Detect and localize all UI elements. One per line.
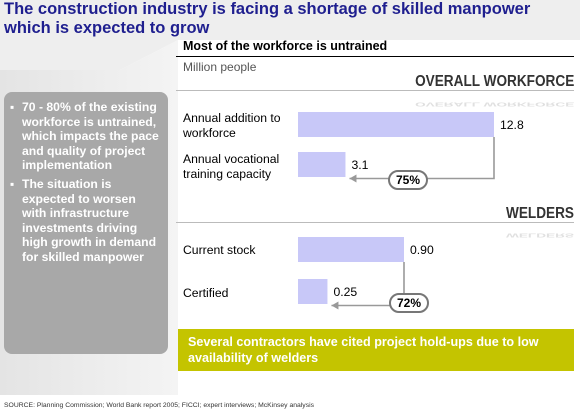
bar [298,112,494,137]
arrow-head-icon [331,301,339,310]
section-label-overall: OVERALL WORKFORCE [414,73,574,90]
category-label: Certified [183,286,229,300]
bar [298,152,346,177]
ratio-badge: 72% [389,293,429,313]
page-title: The construction industry is facing a sh… [4,0,531,37]
source-note: SOURCE: Planning Commission; World Bank … [4,402,315,409]
bullet-point: 70 - 80% of the existing workforce is un… [10,100,162,173]
bar-value-label: 12.8 [500,118,524,132]
bar-value-label: 3.1 [351,158,368,172]
section-label-welders: WELDERS [506,205,574,222]
category-label: Annual vocational training capacity [183,152,280,181]
bullet-point: The situation is expected to worsen with… [10,177,162,265]
bar [298,237,404,262]
unit-label: Million people [183,60,257,74]
bar-value-label: 0.90 [410,243,434,257]
bar-value-label: 0.25 [333,285,357,299]
chart-subtitle: Most of the workforce is untrained [183,39,388,53]
key-points-panel: 70 - 80% of the existing workforce is un… [4,92,168,354]
ratio-badge: 75% [388,170,428,190]
category-label: Annual addition to workforce [183,111,281,140]
callout-box: Several contractors have cited project h… [178,329,574,371]
category-label: Current stock [183,243,256,257]
bar [298,279,328,304]
arrow-head-icon [349,174,357,183]
subtitle-rule [176,56,574,57]
divider-overall [176,90,574,91]
divider-welders [176,222,574,223]
